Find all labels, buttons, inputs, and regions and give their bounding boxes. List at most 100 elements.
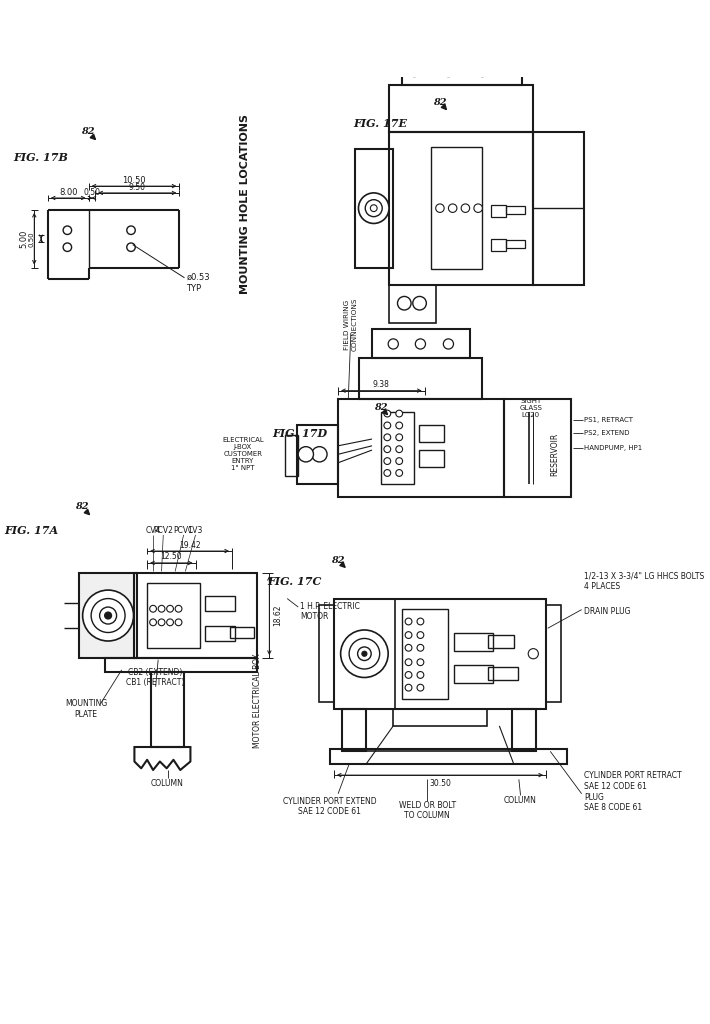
Text: 82: 82	[75, 503, 89, 511]
Circle shape	[358, 647, 371, 660]
Bar	[381, 412, 415, 484]
Bar	[230, 628, 254, 638]
Text: CB2 (EXTEND)
CB1 (RETRACT): CB2 (EXTEND) CB1 (RETRACT)	[126, 668, 185, 687]
Bar	[334, 599, 546, 709]
Circle shape	[91, 599, 125, 633]
Bar	[389, 85, 533, 132]
Bar	[285, 435, 298, 475]
Circle shape	[365, 200, 382, 217]
Bar	[205, 596, 234, 611]
Bar	[503, 399, 572, 497]
Bar	[151, 672, 184, 748]
Circle shape	[384, 411, 390, 417]
Circle shape	[417, 658, 424, 666]
Circle shape	[395, 422, 403, 429]
Circle shape	[436, 204, 444, 212]
Circle shape	[395, 411, 403, 417]
Circle shape	[104, 612, 111, 618]
Text: 82: 82	[332, 556, 345, 565]
Circle shape	[415, 339, 425, 349]
Text: 0.50: 0.50	[28, 230, 35, 247]
Circle shape	[462, 204, 469, 212]
Text: RESERVOIR: RESERVOIR	[550, 433, 559, 476]
Text: ELECTRICAL
J-BOX
CUSTOMER
ENTRY
1" NPT: ELECTRICAL J-BOX CUSTOMER ENTRY 1" NPT	[222, 437, 264, 471]
Text: 19.42: 19.42	[179, 541, 200, 550]
Circle shape	[384, 470, 390, 476]
Bar	[491, 239, 506, 251]
Text: CYLINDER PORT RETRACT
SAE 12 CODE 61: CYLINDER PORT RETRACT SAE 12 CODE 61	[584, 771, 682, 791]
Circle shape	[312, 446, 327, 462]
Text: WELD OR BOLT
TO COLUMN: WELD OR BOLT TO COLUMN	[398, 801, 456, 820]
Bar	[419, 450, 444, 467]
Text: 82: 82	[81, 127, 94, 136]
Bar	[506, 240, 525, 248]
Circle shape	[167, 605, 173, 612]
Bar	[297, 425, 338, 484]
Text: 8.00: 8.00	[59, 187, 77, 197]
Bar	[506, 206, 525, 214]
Circle shape	[175, 618, 182, 626]
Circle shape	[405, 684, 412, 691]
Text: 82: 82	[433, 97, 447, 106]
Circle shape	[413, 296, 427, 310]
Bar	[389, 285, 436, 323]
Bar	[389, 132, 533, 285]
Circle shape	[384, 445, 390, 453]
Bar	[402, 608, 449, 698]
Circle shape	[99, 607, 116, 624]
Text: 1 H.P. ELECTRIC
MOTOR: 1 H.P. ELECTRIC MOTOR	[300, 601, 360, 621]
Circle shape	[405, 618, 412, 625]
Bar	[342, 709, 366, 752]
Circle shape	[410, 69, 419, 77]
Text: COLUMN: COLUMN	[504, 796, 537, 805]
Circle shape	[341, 630, 388, 678]
Bar	[491, 205, 506, 217]
Text: CV4: CV4	[146, 526, 160, 536]
Bar	[488, 635, 514, 648]
Circle shape	[158, 605, 165, 612]
Text: ø0.53
TYP: ø0.53 TYP	[186, 273, 209, 293]
Text: PS1, RETRACT: PS1, RETRACT	[584, 418, 633, 423]
Circle shape	[417, 672, 424, 678]
Bar	[319, 605, 334, 702]
Circle shape	[405, 644, 412, 651]
Circle shape	[395, 434, 403, 440]
Text: PS2, EXTEND: PS2, EXTEND	[584, 430, 630, 436]
Text: 9.50: 9.50	[129, 183, 146, 193]
Text: CYLINDER PORT EXTEND
SAE 12 CODE 61: CYLINDER PORT EXTEND SAE 12 CODE 61	[283, 797, 376, 816]
Text: MOUNTING HOLE LOCATIONS: MOUNTING HOLE LOCATIONS	[240, 114, 250, 294]
Bar	[533, 132, 584, 285]
Bar	[329, 749, 567, 764]
Text: 82: 82	[373, 403, 387, 412]
Bar	[432, 147, 482, 269]
Circle shape	[417, 632, 424, 638]
Text: HANDPUMP, HP1: HANDPUMP, HP1	[584, 444, 643, 451]
Bar	[80, 573, 137, 658]
Circle shape	[82, 590, 133, 641]
Bar	[104, 658, 258, 672]
Text: DRAIN PLUG: DRAIN PLUG	[584, 607, 630, 615]
Text: CV3: CV3	[188, 526, 203, 536]
Text: 30.50: 30.50	[429, 779, 451, 788]
Text: 9.38: 9.38	[373, 380, 390, 389]
Text: FIG. 17D: FIG. 17D	[273, 428, 327, 438]
Bar	[402, 59, 523, 85]
Bar	[334, 599, 395, 709]
Text: MOTOR ELECTRICAL BOX: MOTOR ELECTRICAL BOX	[253, 653, 262, 748]
Circle shape	[298, 446, 314, 462]
Circle shape	[395, 458, 403, 465]
Text: FIG. 17A: FIG. 17A	[4, 525, 58, 537]
Text: COLUMN: COLUMN	[151, 779, 184, 788]
Bar	[454, 665, 493, 683]
Circle shape	[443, 339, 454, 349]
Circle shape	[388, 339, 398, 349]
Circle shape	[528, 648, 538, 658]
Circle shape	[167, 618, 173, 626]
Bar	[359, 358, 482, 399]
Circle shape	[175, 605, 182, 612]
Bar	[546, 605, 562, 702]
Text: PCV2: PCV2	[153, 526, 173, 536]
Text: PLUG
SAE 8 CODE 61: PLUG SAE 8 CODE 61	[584, 793, 643, 812]
Circle shape	[384, 458, 390, 465]
Bar	[134, 573, 258, 658]
